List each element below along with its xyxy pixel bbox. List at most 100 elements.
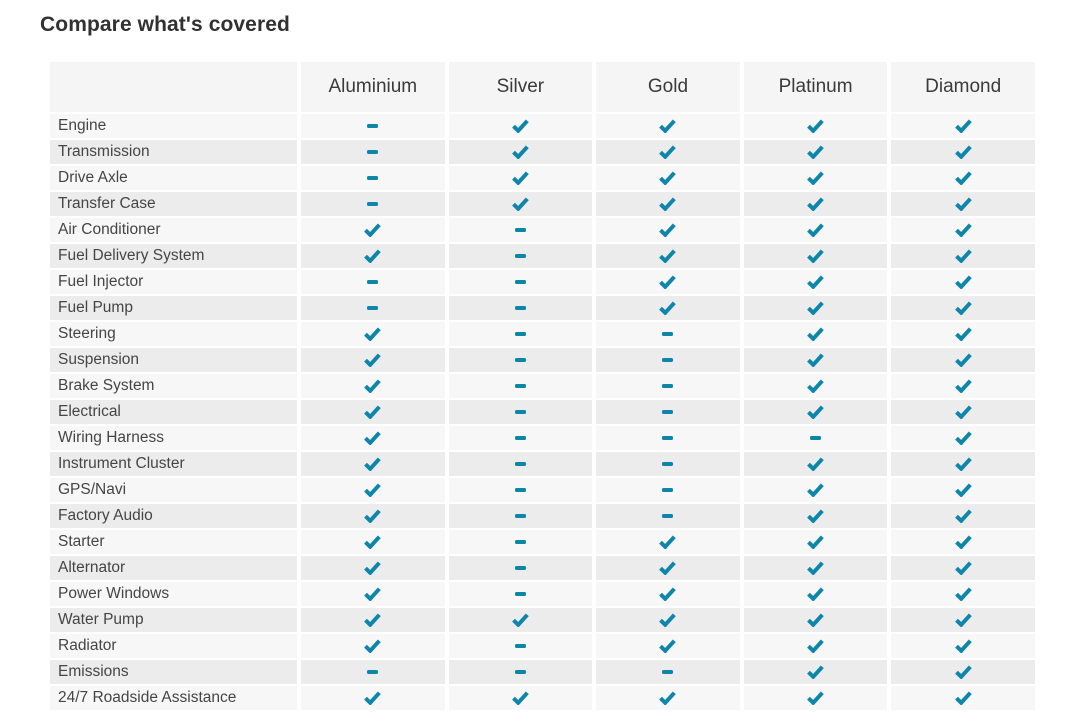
coverage-cell-diamond (891, 556, 1035, 580)
check-icon (659, 171, 677, 185)
dash-icon (514, 566, 526, 570)
row-label: GPS/Navi (50, 478, 297, 502)
check-icon (807, 587, 824, 601)
coverage-cell-platinum (743, 114, 888, 138)
table-row: Fuel Delivery System (50, 244, 1035, 268)
coverage-cell-platinum (743, 348, 888, 372)
check-icon (954, 405, 972, 419)
coverage-cell-aluminium (301, 686, 445, 710)
check-icon (954, 457, 972, 471)
check-icon (954, 587, 972, 601)
check-icon (807, 119, 824, 133)
coverage-cell-aluminium (301, 582, 445, 606)
row-label: Emissions (50, 660, 297, 684)
dash-icon (514, 306, 526, 310)
check-icon (954, 197, 972, 211)
row-label: Steering (50, 322, 297, 346)
coverage-cell-gold (596, 244, 740, 268)
coverage-cell-gold (596, 634, 740, 658)
dash-icon (367, 176, 379, 180)
coverage-cell-aluminium (301, 322, 445, 346)
check-icon (364, 379, 382, 393)
check-icon (807, 379, 824, 393)
table-row: Alternator (50, 556, 1035, 580)
dash-icon (810, 436, 822, 440)
coverage-cell-silver (448, 452, 593, 476)
dash-icon (662, 358, 674, 362)
check-icon (659, 561, 677, 575)
coverage-cell-diamond (891, 244, 1035, 268)
check-icon (807, 613, 824, 627)
dash-icon (367, 670, 379, 674)
dash-icon (367, 306, 379, 310)
coverage-cell-gold (596, 348, 740, 372)
row-label: Engine (50, 114, 297, 138)
table-row: Brake System (50, 374, 1035, 398)
coverage-cell-diamond (891, 478, 1035, 502)
table-row: Wiring Harness (50, 426, 1035, 450)
coverage-cell-silver (448, 218, 593, 242)
coverage-cell-silver (448, 192, 593, 216)
table-row: Water Pump (50, 608, 1035, 632)
table-row: GPS/Navi (50, 478, 1035, 502)
table-body: Engine Transmission Drive Axle Transfer Cas… (50, 114, 1035, 710)
dash-icon (662, 462, 674, 466)
coverage-cell-platinum (743, 634, 888, 658)
row-label: Suspension (50, 348, 297, 372)
coverage-cell-gold (596, 582, 740, 606)
check-icon (364, 613, 382, 627)
coverage-cell-diamond (891, 452, 1035, 476)
check-icon (954, 327, 972, 341)
check-icon (807, 197, 824, 211)
dash-icon (514, 384, 526, 388)
check-icon (659, 587, 677, 601)
coverage-cell-silver (448, 582, 593, 606)
row-label: Alternator (50, 556, 297, 580)
coverage-cell-gold (596, 686, 740, 710)
table-row: Factory Audio (50, 504, 1035, 528)
dash-icon (514, 670, 526, 674)
header-plan-silver: Silver (448, 62, 593, 112)
row-label: Wiring Harness (50, 426, 297, 450)
check-icon (954, 379, 972, 393)
check-icon (807, 275, 824, 289)
coverage-cell-silver (448, 478, 593, 502)
coverage-cell-silver (448, 270, 593, 294)
coverage-cell-gold (596, 140, 740, 164)
check-icon (364, 483, 382, 497)
coverage-cell-aluminium (301, 140, 445, 164)
check-icon (807, 353, 824, 367)
check-icon (807, 665, 824, 679)
check-icon (954, 353, 972, 367)
check-icon (659, 145, 677, 159)
coverage-cell-diamond (891, 582, 1035, 606)
coverage-cell-platinum (743, 504, 888, 528)
coverage-cell-gold (596, 322, 740, 346)
coverage-cell-aluminium (301, 166, 445, 190)
page-title: Compare what's covered (40, 13, 290, 36)
row-label: Factory Audio (50, 504, 297, 528)
check-icon (954, 535, 972, 549)
coverage-cell-silver (448, 504, 593, 528)
check-icon (954, 249, 972, 263)
coverage-cell-diamond (891, 660, 1035, 684)
row-label: Fuel Delivery System (50, 244, 297, 268)
coverage-cell-gold (596, 608, 740, 632)
coverage-cell-silver (448, 322, 593, 346)
row-label: Electrical (50, 400, 297, 424)
check-icon (807, 405, 824, 419)
coverage-cell-aluminium (301, 244, 445, 268)
check-icon (511, 613, 529, 627)
check-icon (954, 665, 972, 679)
dash-icon (514, 436, 526, 440)
table-row: Air Conditioner (50, 218, 1035, 242)
coverage-cell-aluminium (301, 374, 445, 398)
row-label: Air Conditioner (50, 218, 297, 242)
coverage-cell-platinum (743, 400, 888, 424)
check-icon (364, 223, 382, 237)
dash-icon (662, 670, 674, 674)
coverage-cell-platinum (743, 374, 888, 398)
coverage-cell-silver (448, 400, 593, 424)
check-icon (364, 431, 382, 445)
coverage-cell-diamond (891, 634, 1035, 658)
